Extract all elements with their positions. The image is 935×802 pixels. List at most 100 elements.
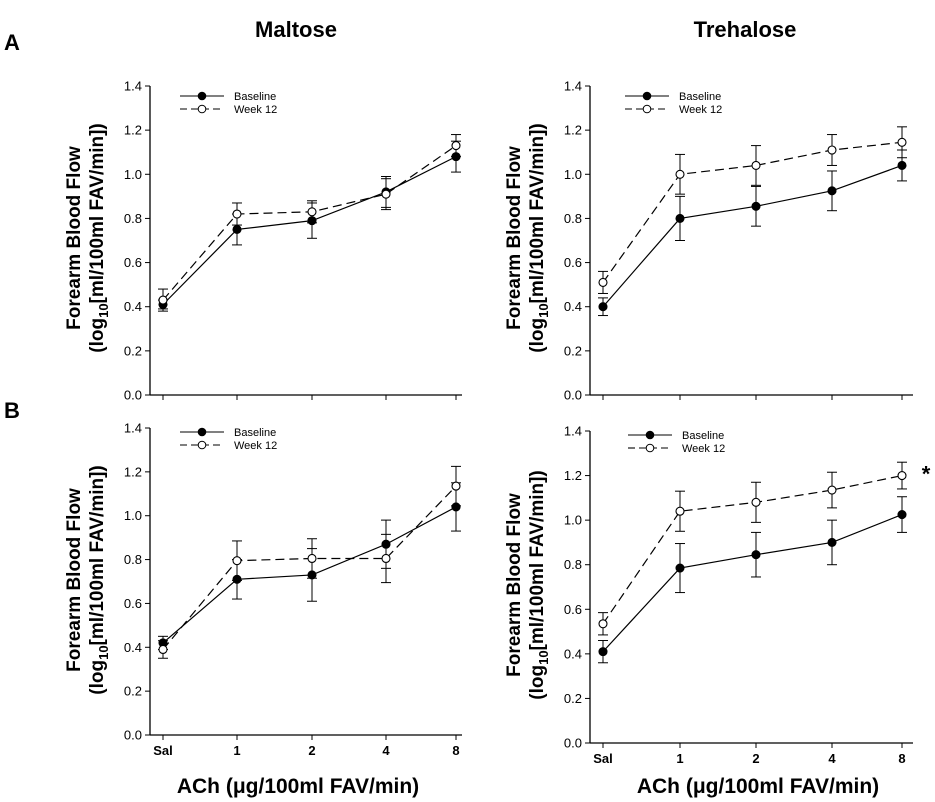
data-point-week12 [451,481,461,491]
data-point-week12 [598,277,608,287]
legend-marker [197,427,207,437]
x-axis-label-trehalose: ACh (μg/100ml FAV/min) [637,775,879,798]
y-tick-label: 0.4 [124,299,142,314]
y-axis-label-b-maltose-line2: (log10[ml/100ml FAV/min]) [87,465,111,694]
data-point-week12 [897,137,907,147]
y-tick-label: 0.8 [564,557,582,572]
y-axis-label-b-trehalose-line2: (log10[ml/100ml FAV/min]) [527,470,551,699]
panel-label-b: B [4,398,20,423]
y-tick-label: 0.6 [124,596,142,611]
series-line-baseline [162,156,457,305]
data-point-baseline [897,160,907,171]
data-point-week12 [451,141,461,151]
y-tick-label: 0.0 [564,736,582,751]
y-tick-label: 0.8 [564,211,582,226]
y-tick-label: 1.0 [124,508,142,523]
legend-marker [197,440,207,450]
significance-marker: * [922,462,931,487]
data-point-baseline [751,550,761,560]
data-point-week12 [158,644,168,655]
data-point-week12 [232,556,242,566]
data-point-week12 [675,169,685,179]
legend-label: Baseline [679,91,721,103]
x-tick-label: 1 [233,743,240,758]
y-axis-label-b-maltose-line1: Forearm Blood Flow [64,488,85,672]
series-line-week12 [602,474,903,625]
data-point-week12 [381,189,391,199]
y-tick-label: 1.0 [564,167,582,182]
legend-marker [645,443,655,453]
chart-panel-b-maltose: 0.0 0.2 0.4 0.6 0.8 1.0 1.2 1.4 Sal 1 2 4 8 BaselineW… [124,421,462,758]
data-point-week12 [307,553,317,564]
y-tick-label: 0.0 [124,728,142,743]
legend-marker [645,430,655,440]
legend-label: Baseline [234,91,276,103]
data-point-week12 [381,553,391,564]
y-tick-label: 0.0 [564,388,582,403]
x-tick-label: 4 [382,743,390,758]
legend-label: Week 12 [234,440,277,452]
y-tick-label: 0.4 [564,299,582,314]
data-point-week12 [158,295,168,305]
y-axis-label-a-maltose-line1: Forearm Blood Flow [64,146,85,330]
y-tick-label: 1.4 [124,421,142,436]
data-point-baseline [897,510,907,520]
y-tick-label: 0.2 [564,691,582,706]
column-title-trehalose: Trehalose [694,17,797,42]
data-point-baseline [598,302,608,312]
y-tick-label: 0.2 [124,684,142,699]
y-tick-label: 1.0 [564,513,582,528]
y-tick-label: 1.4 [564,79,582,94]
x-tick-label: 2 [752,751,759,766]
data-point-baseline [751,201,761,211]
legend-label: Week 12 [679,104,722,116]
x-tick-label: Sal [153,743,173,758]
data-point-week12 [751,497,761,507]
x-axis-label-maltose: ACh (μg/100ml FAV/min) [177,775,419,798]
legend-label: Week 12 [234,104,277,116]
x-tick-label: 1 [676,751,683,766]
y-axis-label-a-maltose-line2: (log10[ml/100ml FAV/min]) [87,123,111,352]
y-tick-label: 1.2 [124,123,142,138]
data-point-week12 [751,160,761,171]
series-line-week12 [162,485,457,650]
y-tick-label: 0.2 [124,343,142,358]
data-point-week12 [897,471,907,481]
y-tick-label: 1.2 [564,468,582,483]
legend-marker [197,91,207,101]
data-point-baseline [598,647,608,657]
data-point-week12 [598,619,608,629]
legend-marker [642,104,652,114]
data-point-baseline [232,224,242,235]
y-tick-label: 0.0 [124,388,142,403]
legend-marker [642,91,652,101]
y-tick-label: 1.4 [564,424,582,439]
data-point-week12 [675,506,685,516]
data-point-week12 [232,209,242,219]
y-tick-label: 1.0 [124,167,142,182]
x-tick-label: 4 [828,751,836,766]
data-point-baseline [675,213,685,223]
data-point-week12 [827,145,837,155]
y-axis-label-a-trehalose-line2: (log10[ml/100ml FAV/min]) [527,123,551,352]
x-tick-label: 8 [898,751,905,766]
y-axis-label-a-trehalose-line1: Forearm Blood Flow [504,146,525,330]
y-tick-label: 0.8 [124,552,142,567]
x-tick-label: Sal [593,751,613,766]
y-tick-label: 1.4 [124,79,142,94]
legend-label: Baseline [682,430,724,442]
y-tick-label: 0.6 [564,255,582,270]
y-tick-label: 0.6 [124,255,142,270]
data-point-week12 [827,485,837,495]
legend-label: Week 12 [682,443,725,455]
data-point-baseline [827,186,837,196]
x-tick-label: 8 [452,743,459,758]
legend-label: Baseline [234,427,276,439]
y-tick-label: 0.4 [564,646,582,661]
y-tick-label: 1.2 [564,123,582,138]
data-point-baseline [827,537,837,547]
column-title-maltose: Maltose [255,17,337,42]
data-point-baseline [675,563,685,573]
